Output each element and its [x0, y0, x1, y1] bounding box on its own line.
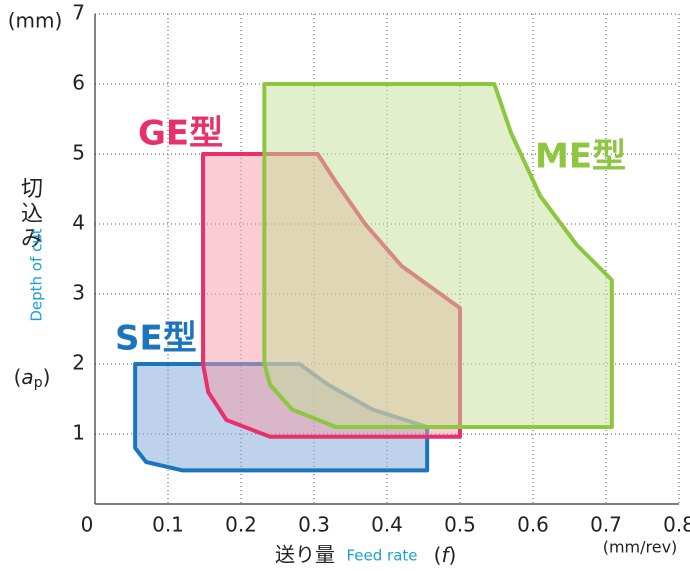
- symbol: f: [441, 543, 451, 567]
- x-tick-label: 0.7: [590, 513, 622, 537]
- paren: (: [14, 365, 22, 389]
- x-tick-label: 0.6: [517, 513, 549, 537]
- y-unit: (mm): [8, 9, 63, 33]
- x-unit: (mm/rev): [603, 538, 678, 557]
- series-label: GE型: [138, 114, 223, 154]
- x-tick-label: 0.2: [225, 513, 257, 537]
- region: [262, 82, 614, 429]
- x-tick-label: 0.8: [663, 513, 690, 537]
- x-tick-label: 0.5: [444, 513, 476, 537]
- y-tick-label: 2: [72, 351, 85, 375]
- y-tick-label: 1: [72, 421, 85, 445]
- y-label-en: Depth of cut: [28, 228, 46, 321]
- y-tick-label: 6: [72, 71, 85, 95]
- paren: (: [434, 543, 442, 567]
- series-label: SE型: [115, 319, 197, 359]
- x-tick-label: 0: [81, 513, 94, 537]
- paren: ): [43, 365, 51, 389]
- x-label-symbol: (f): [434, 543, 457, 567]
- x-label-en: Feed rate: [346, 547, 417, 565]
- y-tick-label: 7: [72, 1, 85, 25]
- x-tick-label: 0.1: [152, 513, 184, 537]
- y-label: 切込み: [21, 177, 43, 252]
- x-tick-label: 0.3: [298, 513, 330, 537]
- x-tick-label: 0.4: [371, 513, 403, 537]
- y-tick-label: 4: [72, 211, 85, 235]
- paren: ): [449, 543, 457, 567]
- subscript: p: [34, 375, 43, 391]
- y-tick-label: 3: [72, 281, 85, 305]
- y-label-symbol: (ap): [14, 365, 51, 392]
- series-label: ME型: [535, 137, 626, 177]
- y-tick-label: 5: [72, 141, 85, 165]
- symbol: a: [21, 365, 33, 389]
- x-label: 送り量: [275, 543, 335, 567]
